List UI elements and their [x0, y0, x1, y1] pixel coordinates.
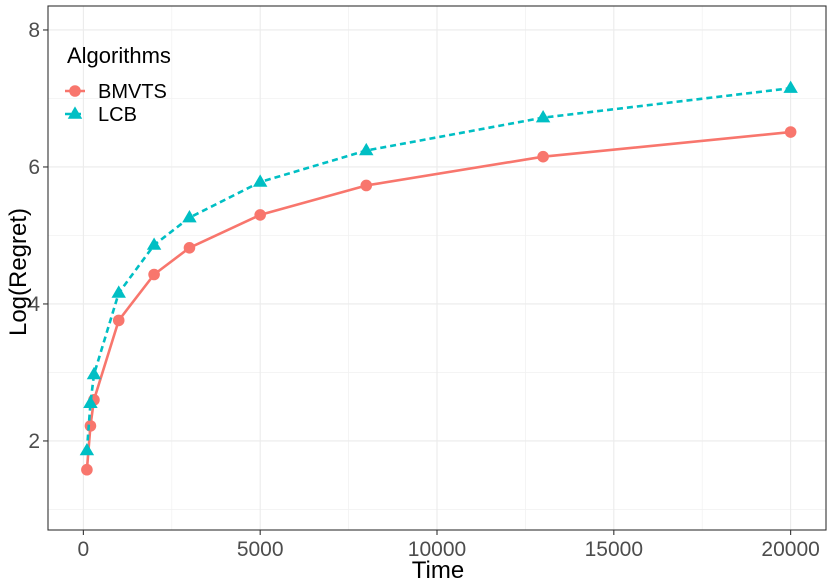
- legend-label-lcb: LCB: [98, 104, 137, 126]
- data-point-bmvts: [537, 150, 549, 163]
- x-tick-label: 20000: [761, 538, 819, 561]
- series-line-lcb: [85, 86, 791, 451]
- y-tick-label: 4: [28, 293, 40, 316]
- x-tick-label: 0: [78, 538, 90, 561]
- series-line-bmvts: [85, 130, 791, 470]
- data-point-lcb: [86, 366, 102, 380]
- x-axis-title: Time: [412, 557, 464, 584]
- data-point-bmvts: [784, 126, 797, 138]
- y-tick-label: 6: [28, 156, 40, 179]
- data-point-bmvts: [360, 179, 373, 192]
- data-point-bmvts: [112, 314, 125, 327]
- data-point-lcb: [146, 237, 162, 250]
- series-layer: [79, 80, 798, 476]
- data-point-lcb: [83, 395, 98, 408]
- data-point-lcb: [252, 174, 268, 187]
- tick-labels: 0 5000 10000 15000 20000 2 4 6 8: [28, 19, 820, 561]
- data-point-bmvts: [81, 463, 93, 476]
- legend-marker-lcb: [67, 106, 83, 119]
- series-bmvts: [81, 126, 797, 476]
- legend-item-lcb: LCB: [65, 104, 137, 126]
- legend-item-bmvts: BMVTS: [65, 81, 167, 103]
- legend-label-bmvts: BMVTS: [98, 81, 167, 103]
- data-point-lcb: [79, 442, 95, 456]
- axis-ticks: [43, 29, 792, 535]
- y-tick-label: 8: [28, 19, 40, 42]
- data-point-bmvts: [183, 241, 196, 254]
- legend-marker-bmvts: [69, 85, 81, 97]
- data-point-bmvts: [254, 209, 266, 221]
- data-point-bmvts: [84, 420, 97, 432]
- data-point-lcb: [535, 110, 551, 123]
- data-point-lcb: [359, 142, 374, 156]
- y-axis-title: Log(Regret): [5, 208, 32, 336]
- data-point-lcb: [783, 80, 798, 93]
- grid-major: [48, 6, 826, 530]
- data-point-lcb: [182, 210, 197, 223]
- data-point-bmvts: [148, 268, 160, 281]
- x-tick-label: 15000: [585, 538, 643, 561]
- series-lcb: [79, 80, 798, 456]
- data-point-lcb: [111, 285, 126, 298]
- y-tick-label: 2: [28, 430, 40, 453]
- x-tick-label: 5000: [237, 538, 284, 561]
- legend-title: Algorithms: [67, 43, 171, 68]
- x-tick-label: 10000: [408, 538, 466, 561]
